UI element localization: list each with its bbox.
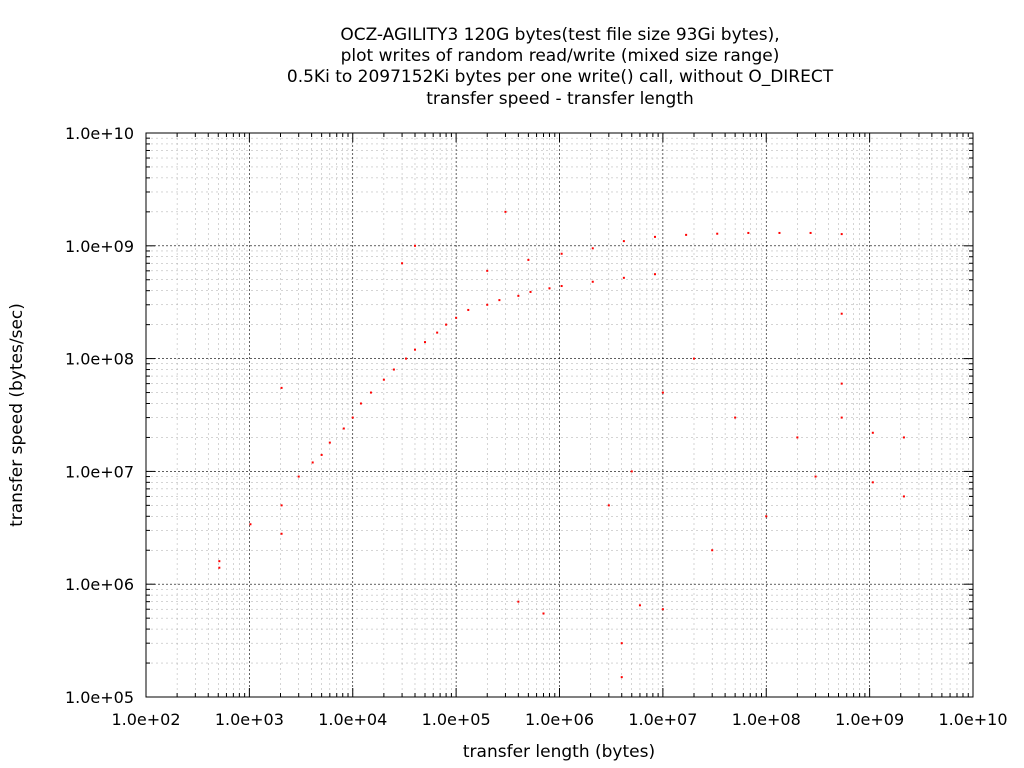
y-tick-labels: 1.0e+05 1.0e+06 1.0e+07 1.0e+08 1.0e+09 1.0e+… — [65, 124, 134, 707]
data-point — [653, 235, 656, 238]
data-point — [382, 378, 385, 381]
data-point — [778, 231, 781, 234]
data-point — [280, 386, 283, 389]
data-point — [280, 504, 283, 507]
data-point — [902, 495, 905, 498]
data-point — [840, 233, 843, 236]
data-point — [840, 382, 843, 385]
data-point — [653, 273, 656, 276]
x-tick-label: 1.0e+05 — [422, 710, 491, 729]
x-tick-label: 1.0e+08 — [732, 710, 801, 729]
data-point — [529, 290, 532, 293]
x-axis-label: transfer length (bytes) — [463, 742, 655, 762]
data-point — [320, 453, 323, 456]
x-tick-label: 1.0e+07 — [628, 710, 697, 729]
data-point — [405, 357, 408, 360]
data-point — [716, 232, 719, 235]
data-point — [218, 566, 221, 569]
data-point — [542, 612, 545, 615]
data-point — [622, 276, 625, 279]
data-point — [560, 252, 563, 255]
data-point — [548, 287, 551, 290]
y-tick-label: 1.0e+07 — [65, 462, 134, 481]
y-tick-label: 1.0e+05 — [65, 688, 134, 707]
data-point — [796, 436, 799, 439]
data-point — [498, 299, 501, 302]
data-point — [661, 608, 664, 611]
data-point — [351, 416, 354, 419]
data-point — [517, 600, 520, 603]
data-point — [413, 348, 416, 351]
data-point — [685, 233, 688, 236]
data-points — [218, 210, 905, 679]
x-tick-label: 1.0e+09 — [835, 710, 904, 729]
axis-ticks — [145, 132, 974, 698]
data-point — [620, 676, 623, 679]
title-line: transfer speed - transfer length — [426, 89, 694, 109]
data-point — [840, 312, 843, 315]
data-point — [311, 461, 314, 464]
y-axis-label: transfer speed (bytes/sec) — [7, 303, 27, 527]
title-line: OCZ-AGILITY3 120G bytes(test file size 9… — [340, 25, 779, 45]
data-point — [692, 357, 695, 360]
title-line: 0.5Ki to 2097152Ki bytes per one write()… — [287, 67, 834, 87]
x-tick-label: 1.0e+10 — [938, 710, 1007, 729]
x-tick-labels: 1.0e+02 1.0e+03 1.0e+04 1.0e+05 1.0e+06 1.0e+… — [111, 710, 1007, 729]
data-point — [467, 308, 470, 311]
data-point — [504, 210, 507, 213]
major-gridlines — [146, 133, 973, 697]
data-point — [711, 549, 714, 552]
data-point — [297, 475, 300, 478]
minor-gridlines — [146, 133, 973, 697]
x-tick-label: 1.0e+03 — [215, 710, 284, 729]
data-point — [359, 402, 362, 405]
data-point — [591, 280, 594, 283]
data-point — [607, 504, 610, 507]
data-point — [486, 303, 489, 306]
data-point — [424, 341, 427, 344]
y-tick-label: 1.0e+10 — [65, 124, 134, 143]
data-point — [517, 294, 520, 297]
data-point — [840, 416, 843, 419]
y-tick-label: 1.0e+08 — [65, 350, 134, 369]
data-point — [401, 262, 404, 265]
data-point — [392, 368, 395, 371]
data-point — [630, 470, 633, 473]
y-tick-label: 1.0e+09 — [65, 237, 134, 256]
chart-title: OCZ-AGILITY3 120G bytes(test file size 9… — [287, 25, 834, 109]
title-line: plot writes of random read/write (mixed … — [341, 46, 780, 66]
data-point — [413, 244, 416, 247]
data-point — [809, 231, 812, 234]
data-point — [661, 391, 664, 394]
data-point — [486, 269, 489, 272]
data-point — [591, 247, 594, 250]
data-point — [871, 481, 874, 484]
data-point — [445, 323, 448, 326]
data-point — [436, 331, 439, 334]
data-point — [560, 285, 563, 288]
data-point — [328, 441, 331, 444]
data-point — [622, 240, 625, 243]
data-point — [765, 515, 768, 518]
data-point — [902, 436, 905, 439]
x-tick-label: 1.0e+02 — [111, 710, 180, 729]
data-point — [280, 532, 283, 535]
data-point — [249, 523, 252, 526]
data-point — [638, 604, 641, 607]
x-tick-label: 1.0e+04 — [318, 710, 387, 729]
data-point — [871, 431, 874, 434]
data-point — [342, 427, 345, 430]
y-tick-label: 1.0e+06 — [65, 575, 134, 594]
data-point — [455, 316, 458, 319]
data-point — [369, 391, 372, 394]
data-point — [218, 560, 221, 563]
data-point — [747, 231, 750, 234]
data-point — [527, 258, 530, 261]
data-point — [620, 642, 623, 645]
data-point — [734, 416, 737, 419]
data-point — [814, 475, 817, 478]
x-tick-label: 1.0e+06 — [525, 710, 594, 729]
